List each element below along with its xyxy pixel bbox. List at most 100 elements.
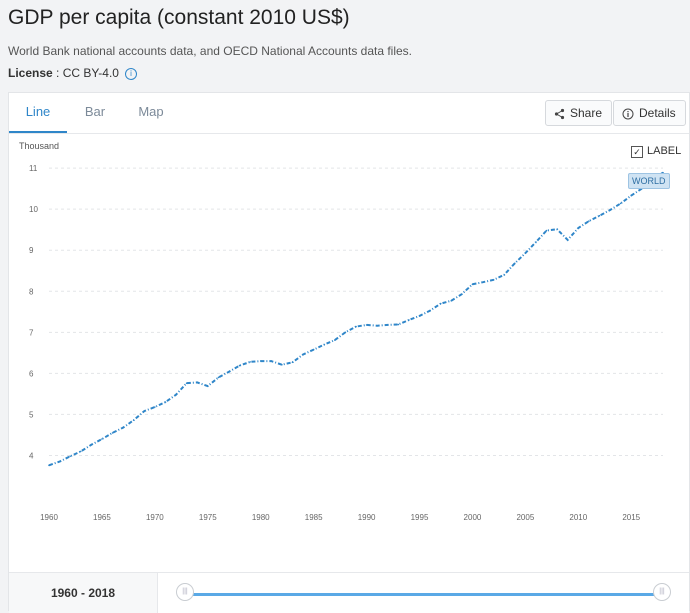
data-point — [79, 450, 82, 453]
series-line — [48, 171, 664, 467]
range-end: 2018 — [88, 586, 116, 600]
y-tick-label: 6 — [29, 369, 34, 378]
x-tick-label: 2015 — [622, 513, 640, 522]
data-point — [344, 331, 347, 334]
x-tick-label: 1975 — [199, 513, 217, 522]
data-point — [90, 444, 93, 446]
range-slider-track[interactable] — [185, 593, 663, 596]
data-point — [291, 361, 294, 364]
source-note: World Bank national accounts data, and O… — [8, 44, 413, 58]
share-icon — [554, 108, 565, 120]
license-separator: : — [52, 66, 63, 80]
data-point — [566, 239, 569, 241]
data-point — [355, 325, 357, 328]
data-point — [609, 209, 611, 211]
data-point — [429, 309, 431, 312]
x-tick-label: 1960 — [40, 513, 58, 522]
x-tick-label: 1980 — [252, 513, 270, 522]
data-point — [101, 438, 103, 440]
license-label: License — [8, 66, 53, 80]
data-point — [397, 323, 400, 326]
line-chart: Thousand 4 5 6 7 8 9 10 11 1960 1965 1970 1975 1980 19… — [19, 141, 664, 522]
data-point — [206, 385, 209, 387]
data-point — [228, 370, 230, 373]
x-tick-label: 1970 — [146, 513, 164, 522]
tab-bar: Line Bar Map Share Details — [9, 93, 689, 134]
data-point — [175, 393, 177, 396]
data-point — [376, 324, 378, 327]
data-point — [418, 315, 421, 317]
data-point — [238, 364, 241, 367]
tab-line[interactable]: Line — [9, 93, 67, 133]
x-tick-label: 1965 — [93, 513, 111, 522]
data-point — [482, 281, 484, 284]
data-point — [535, 241, 537, 243]
data-point — [143, 410, 146, 412]
label-toggle[interactable]: ✓ LABEL — [631, 145, 681, 158]
details-label: Details — [639, 106, 676, 120]
x-tick-label: 2010 — [569, 513, 587, 522]
tab-bar[interactable]: Bar — [84, 104, 106, 119]
data-point — [111, 432, 114, 434]
data-point — [598, 214, 601, 217]
y-tick-label: 8 — [29, 287, 34, 296]
label-checkbox[interactable]: ✓ — [631, 146, 643, 158]
license-line: License : CC BY-4.0 i — [8, 66, 137, 80]
data-point — [249, 361, 251, 363]
y-tick-label: 7 — [29, 328, 34, 337]
data-point — [461, 293, 463, 295]
y-tick-label: 11 — [29, 164, 38, 173]
x-tick-label: 1990 — [358, 513, 376, 522]
data-point — [513, 262, 516, 265]
data-point — [630, 194, 633, 197]
data-point — [196, 381, 199, 384]
x-tick-label: 2005 — [516, 513, 534, 522]
data-point — [556, 228, 558, 231]
data-point — [154, 406, 156, 408]
data-point — [334, 339, 336, 341]
data-point — [588, 220, 590, 222]
details-info-icon — [622, 108, 634, 120]
data-point — [302, 353, 304, 356]
x-tick-label: 1995 — [411, 513, 429, 522]
data-point — [545, 229, 548, 232]
tab-map[interactable]: Map — [138, 104, 164, 119]
data-point — [270, 360, 273, 362]
data-point — [492, 278, 495, 281]
share-button[interactable]: Share — [545, 100, 613, 126]
data-point — [365, 324, 368, 326]
data-point — [408, 319, 410, 321]
y-axis-label: Thousand — [19, 141, 59, 151]
chart-card: Line Bar Map Share Details Thousand 4 5 6 7 8… — [8, 92, 690, 613]
data-point — [524, 252, 527, 254]
data-point — [48, 464, 50, 467]
share-label: Share — [570, 106, 603, 120]
year-range: 1960 - 2018 — [9, 573, 158, 613]
label-toggle-text: LABEL — [647, 145, 682, 157]
data-point — [259, 360, 262, 362]
data-point — [217, 376, 220, 379]
data-point — [323, 343, 326, 346]
data-point — [164, 401, 167, 403]
details-button[interactable]: Details — [613, 100, 686, 126]
y-tick-label: 4 — [29, 451, 34, 460]
range-bar: 1960 - 2018 ||| ||| — [9, 572, 689, 613]
range-start-handle[interactable]: ||| — [176, 583, 194, 601]
data-point — [132, 419, 135, 421]
range-separator: - — [77, 586, 89, 600]
data-point — [503, 274, 506, 276]
range-start: 1960 — [50, 586, 78, 600]
data-point — [577, 227, 580, 229]
info-icon[interactable]: i — [124, 68, 137, 80]
y-tick-label: 5 — [29, 410, 34, 419]
data-point — [281, 363, 283, 366]
series-badge: WORLD — [628, 173, 670, 189]
page-title: GDP per capita (constant 2010 US$) — [8, 6, 350, 29]
data-point — [450, 299, 453, 302]
data-point — [619, 202, 622, 205]
range-end-handle[interactable]: ||| — [653, 583, 671, 601]
data-point — [471, 283, 474, 286]
data-point — [69, 455, 71, 458]
y-tick-label: 10 — [29, 205, 38, 214]
data-point — [312, 348, 315, 351]
